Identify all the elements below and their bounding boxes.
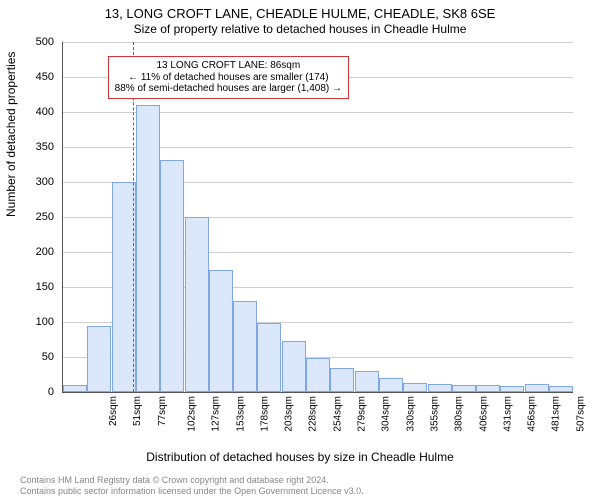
xtick-label: 102sqm [187, 396, 198, 432]
ytick-label: 400 [24, 106, 54, 118]
footer-line2: Contains public sector information licen… [20, 486, 364, 496]
xtick-label: 153sqm [236, 396, 247, 432]
bar [185, 217, 209, 392]
chart-title-line1: 13, LONG CROFT LANE, CHEADLE HULME, CHEA… [0, 6, 600, 21]
bar [282, 341, 306, 392]
bar [306, 358, 330, 392]
bar [379, 378, 403, 392]
footer-line1: Contains HM Land Registry data © Crown c… [20, 475, 364, 485]
bar [233, 301, 257, 392]
bar [452, 385, 476, 392]
y-axis-ticks: 050100150200250300350400450500 [28, 42, 58, 392]
xtick-label: 481sqm [551, 396, 562, 432]
bar [63, 385, 87, 392]
xtick-label: 355sqm [430, 396, 441, 432]
xtick-label: 254sqm [333, 396, 344, 432]
x-axis-ticks: 26sqm 51sqm 77sqm 102sqm 127sqm 153sqm 178sqm 2… [62, 393, 572, 448]
xtick-label: 127sqm [211, 396, 222, 432]
bar [87, 326, 111, 393]
bar [500, 386, 524, 392]
xtick-label: 77sqm [157, 396, 168, 426]
annotation-line2: ← 11% of detached houses are smaller (17… [115, 72, 342, 84]
ytick-label: 150 [24, 281, 54, 293]
y-axis-label: Number of detached properties [4, 52, 18, 217]
bar [549, 386, 573, 392]
annotation-box: 13 LONG CROFT LANE: 86sqm ← 11% of detac… [108, 56, 349, 99]
xtick-label: 228sqm [308, 396, 319, 432]
ytick-label: 350 [24, 141, 54, 153]
xtick-label: 279sqm [357, 396, 368, 432]
xtick-label: 507sqm [576, 396, 587, 432]
ytick-label: 200 [24, 246, 54, 258]
annotation-line3: 88% of semi-detached houses are larger (… [115, 83, 342, 95]
ytick-label: 300 [24, 176, 54, 188]
ytick-label: 450 [24, 71, 54, 83]
bar [525, 384, 549, 392]
xtick-label: 431sqm [503, 396, 514, 432]
bar [209, 270, 233, 393]
ytick-label: 250 [24, 211, 54, 223]
footer-attribution: Contains HM Land Registry data © Crown c… [20, 475, 364, 496]
annotation-line1: 13 LONG CROFT LANE: 86sqm [115, 60, 342, 72]
xtick-label: 178sqm [260, 396, 271, 432]
ytick-label: 50 [24, 351, 54, 363]
xtick-label: 406sqm [479, 396, 490, 432]
xtick-label: 304sqm [381, 396, 392, 432]
bar [257, 323, 281, 392]
bar [355, 371, 379, 392]
bar [136, 105, 160, 392]
chart-title-line2: Size of property relative to detached ho… [0, 22, 600, 36]
bar [160, 160, 184, 392]
xtick-label: 51sqm [132, 396, 143, 426]
xtick-label: 203sqm [284, 396, 295, 432]
bar [476, 385, 500, 392]
x-axis-label: Distribution of detached houses by size … [0, 450, 600, 464]
xtick-label: 330sqm [406, 396, 417, 432]
bar [330, 368, 354, 393]
ytick-label: 0 [24, 386, 54, 398]
plot-area: 13 LONG CROFT LANE: 86sqm ← 11% of detac… [62, 42, 573, 393]
bar [403, 383, 427, 392]
xtick-label: 456sqm [527, 396, 538, 432]
xtick-label: 380sqm [454, 396, 465, 432]
ytick-label: 100 [24, 316, 54, 328]
xtick-label: 26sqm [108, 396, 119, 426]
bar [428, 384, 452, 392]
ytick-label: 500 [24, 36, 54, 48]
